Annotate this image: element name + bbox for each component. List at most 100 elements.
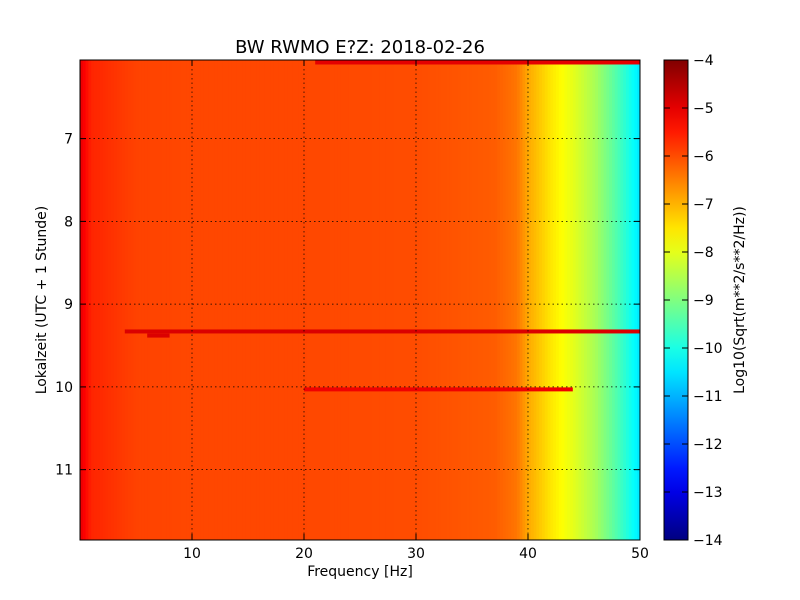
- grid-lines: [80, 60, 640, 540]
- heatmap-column: [460, 60, 465, 540]
- heatmap-column: [413, 60, 417, 540]
- colorbar-tick-label: −9: [693, 293, 714, 309]
- heatmap-column: [547, 60, 551, 540]
- heatmap-column: [287, 60, 291, 540]
- heatmap-column: [290, 60, 294, 540]
- heatmap-column: [208, 60, 213, 540]
- heatmap-column: [404, 60, 409, 540]
- heatmap-column: [318, 60, 322, 540]
- heatmap-column: [564, 60, 568, 540]
- heatmap-column: [572, 60, 577, 540]
- heatmap-column: [82, 60, 87, 540]
- heatmap-column: [421, 60, 425, 540]
- heatmap-column: [455, 60, 459, 540]
- heatmap-column: [631, 60, 635, 540]
- heatmap-column: [497, 60, 501, 540]
- x-tick-label: 40: [519, 546, 537, 562]
- heatmap-column: [502, 60, 507, 540]
- heatmap-column: [312, 60, 316, 540]
- y-axis: 7 8 9 10 11: [55, 132, 640, 479]
- heatmap-column: [192, 60, 196, 540]
- heatmap-column: [278, 60, 283, 540]
- heatmap-column: [164, 60, 168, 540]
- y-tick-label: 11: [55, 463, 73, 479]
- heatmap-column: [612, 60, 616, 540]
- heatmap-column: [556, 60, 560, 540]
- heatmap-column: [96, 60, 101, 540]
- heatmap-column: [542, 60, 546, 540]
- heatmap-column: [304, 60, 308, 540]
- colorbar-label: Log10(Sqrt(m**2/s**2/Hz)): [732, 206, 748, 394]
- heatmap-column: [592, 60, 596, 540]
- heatmap-column: [346, 60, 350, 540]
- heatmap-column: [393, 60, 397, 540]
- heatmap-column: [376, 60, 381, 540]
- heatmap-column: [416, 60, 420, 540]
- colorbar-tick-label: −4: [693, 53, 714, 69]
- heatmap-column: [94, 60, 98, 540]
- heatmap-column: [343, 60, 347, 540]
- heatmap-column: [225, 60, 229, 540]
- heatmap-column: [494, 60, 498, 540]
- heatmap-column: [550, 60, 554, 540]
- colorbar: −4 −5 −6 −7 −8 −9 −10 −11 −12 −13 −14 Log10(Sqrt(m…: [663, 53, 748, 549]
- heatmap-column: [242, 60, 246, 540]
- heatmap-column: [390, 60, 395, 540]
- heatmap-column: [124, 60, 129, 540]
- heatmap-column: [544, 60, 549, 540]
- heatmap-column: [110, 60, 115, 540]
- heatmap-column: [186, 60, 190, 540]
- heatmap-column: [295, 60, 299, 540]
- x-tick-label: 20: [295, 546, 313, 562]
- heatmap-column: [214, 60, 218, 540]
- heatmap-column: [519, 60, 523, 540]
- heatmap-column: [211, 60, 215, 540]
- colorbar-tick-label: −8: [693, 245, 714, 261]
- heatmap-column: [561, 60, 565, 540]
- heatmap-column: [472, 60, 476, 540]
- heatmap-column: [500, 60, 504, 540]
- heatmap-column: [418, 60, 423, 540]
- heatmap-column: [441, 60, 445, 540]
- heatmap-column: [147, 60, 151, 540]
- heatmap-column: [379, 60, 383, 540]
- heatmap-column: [427, 60, 431, 540]
- heatmap-column: [284, 60, 288, 540]
- heatmap-column: [466, 60, 470, 540]
- heatmap-column: [637, 60, 640, 540]
- heatmap-column: [259, 60, 263, 540]
- heatmap-column: [628, 60, 633, 540]
- heatmap-column: [138, 60, 143, 540]
- heatmap-column: [348, 60, 353, 540]
- heatmap-column: [469, 60, 473, 540]
- heatmap-column: [407, 60, 411, 540]
- heatmap-column: [197, 60, 201, 540]
- heatmap-column: [558, 60, 563, 540]
- heatmap-column: [276, 60, 280, 540]
- y-tick-label: 7: [64, 132, 73, 148]
- colorbar-tick-label: −11: [693, 389, 723, 405]
- heatmap-column: [231, 60, 235, 540]
- heatmap-column: [354, 60, 358, 540]
- heatmap-column: [516, 60, 521, 540]
- x-tick-label: 30: [407, 546, 425, 562]
- colorbar-ticks: −4 −5 −6 −7 −8 −9 −10 −11 −12 −13 −14: [664, 53, 723, 549]
- heatmap-column: [474, 60, 479, 540]
- heatmap-column: [88, 60, 92, 540]
- heatmap-column: [116, 60, 120, 540]
- heatmap-column: [119, 60, 123, 540]
- heatmap-column: [113, 60, 117, 540]
- heatmap-column: [598, 60, 602, 540]
- y-tick-label: 10: [55, 380, 73, 396]
- heatmap-column: [458, 60, 462, 540]
- heatmap-column: [150, 60, 154, 540]
- heatmap-column: [169, 60, 173, 540]
- heatmap-column: [329, 60, 333, 540]
- heatmap-column: [222, 60, 227, 540]
- heatmap-column: [172, 60, 176, 540]
- colorbar-tick-label: −14: [693, 533, 723, 549]
- heatmap-column: [463, 60, 467, 540]
- heatmap-column: [152, 60, 157, 540]
- heatmap-column: [589, 60, 593, 540]
